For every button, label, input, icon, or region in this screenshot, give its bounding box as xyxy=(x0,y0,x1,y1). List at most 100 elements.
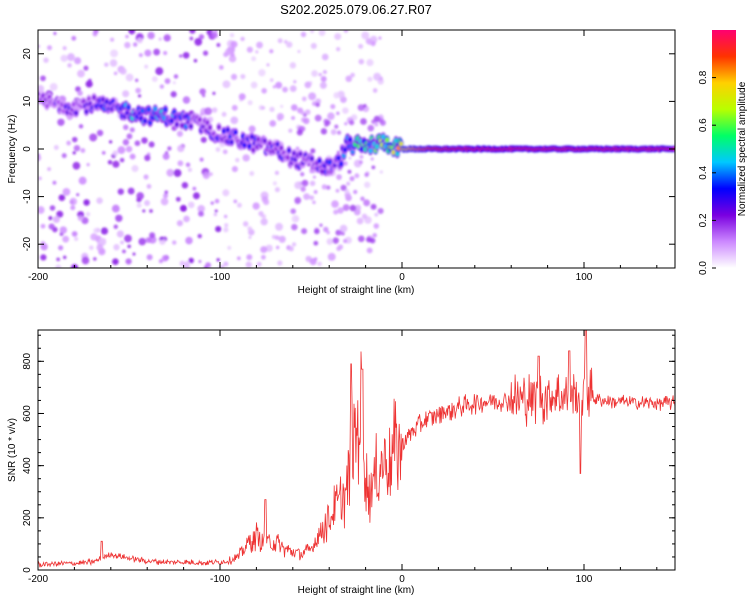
heatmap-speckle xyxy=(123,124,129,130)
heatmap-speckle xyxy=(176,220,183,227)
heatmap-speckle xyxy=(211,32,218,39)
heatmap-speckle xyxy=(231,104,238,111)
heatmap-ridge-core xyxy=(343,147,348,153)
heatmap-speckle xyxy=(141,137,148,144)
heatmap-ridge-core xyxy=(197,117,202,123)
colorbar: 0.0 0.2 0.4 0.6 0.8 Normalized spectral ampl… xyxy=(698,30,748,275)
heatmap-speckle xyxy=(135,78,139,83)
heatmap-speckle xyxy=(188,257,194,264)
heatmap-speckle xyxy=(247,100,253,106)
heatmap-speckle xyxy=(182,96,191,104)
snr-series-line xyxy=(38,330,675,568)
heatmap-speckle xyxy=(336,174,342,180)
heatmap-speckle xyxy=(143,174,149,180)
heatmap-marks xyxy=(38,30,675,268)
heatmap-speckle xyxy=(192,192,200,200)
heatmap-speckle xyxy=(319,81,327,89)
heatmap-speckle xyxy=(260,246,268,254)
heatmap-speckle xyxy=(272,85,276,89)
heatmap-speckle xyxy=(274,187,280,193)
heatmap-speckle xyxy=(359,154,364,159)
heatmap-speckle xyxy=(333,92,340,99)
heatmap-speckle xyxy=(373,72,382,81)
heatmap-speckle xyxy=(275,222,283,231)
heatmap-speckle xyxy=(230,73,238,80)
heatmap-speckle xyxy=(312,175,316,179)
heatmap-speckle xyxy=(313,228,320,235)
heatmap-ridge-core xyxy=(188,123,193,129)
heatmap-ridge-core xyxy=(391,149,396,155)
heatmap-speckle xyxy=(193,59,198,63)
heatmap-speckle xyxy=(269,120,277,127)
heatmap-speckle xyxy=(155,67,164,76)
heatmap-speckle xyxy=(61,153,67,159)
heatmap-speckle xyxy=(335,188,340,193)
heatmap-speckle xyxy=(38,85,45,93)
heatmap-speckle xyxy=(117,188,124,195)
heatmap-speckle xyxy=(89,133,98,142)
heatmap-speckle xyxy=(313,257,318,261)
heatmap-speckle xyxy=(112,258,119,266)
heatmap-speckle xyxy=(314,114,322,122)
heatmap-speckle xyxy=(326,185,331,190)
heatmap-ridge-core xyxy=(399,141,404,147)
heatmap-speckle xyxy=(336,111,340,116)
heatmap-speckle xyxy=(144,154,151,161)
heatmap-speckle xyxy=(318,72,323,77)
heatmap-speckle xyxy=(77,90,83,96)
heatmap-speckle xyxy=(333,209,339,215)
heatmap-speckle xyxy=(53,145,59,150)
heatmap-speckle xyxy=(194,38,203,46)
heatmap-speckle xyxy=(327,112,335,120)
heatmap-speckle xyxy=(336,150,340,154)
heatmap-speckle xyxy=(230,116,239,125)
heatmap-speckle xyxy=(126,133,133,140)
heatmap-speckle xyxy=(88,78,92,83)
heatmap-speckle xyxy=(223,52,229,58)
heatmap-speckle xyxy=(337,244,344,250)
heatmap-speckle xyxy=(124,41,131,49)
heatmap-speckle xyxy=(170,91,177,98)
heatmap-speckle xyxy=(302,180,307,184)
heatmap-speckle xyxy=(248,125,256,133)
heatmap-speckle xyxy=(256,261,262,267)
heatmap-speckle xyxy=(212,91,216,96)
heatmap-speckle xyxy=(365,37,372,45)
heatmap-speckle xyxy=(161,254,169,262)
heatmap-ridge-core xyxy=(285,154,290,161)
heatmap-speckle xyxy=(303,117,310,125)
heatmap-ridge-core xyxy=(92,94,97,100)
heatmap-speckle xyxy=(366,59,374,67)
heatmap-ridge-core xyxy=(298,151,303,157)
heatmap-speckle xyxy=(136,192,144,200)
spectrogram-x-tick-label: -200 xyxy=(28,272,48,283)
heatmap-speckle xyxy=(77,69,85,78)
heatmap-ridge-core xyxy=(222,128,227,134)
heatmap-speckle xyxy=(235,157,240,163)
heatmap-ridge-core xyxy=(174,121,179,128)
heatmap-speckle xyxy=(90,233,98,241)
heatmap-ridge-core xyxy=(393,138,398,144)
heatmap-speckle xyxy=(131,165,139,173)
heatmap-speckle xyxy=(55,264,62,268)
heatmap-speckle xyxy=(92,31,98,37)
heatmap-speckle xyxy=(323,226,329,233)
heatmap-speckle xyxy=(189,36,194,41)
heatmap-speckle xyxy=(119,67,127,75)
heatmap-speckle xyxy=(303,193,310,200)
heatmap-speckle xyxy=(192,186,197,191)
heatmap-speckle xyxy=(245,261,252,268)
heatmap-ridge-core xyxy=(153,106,158,112)
heatmap-speckle xyxy=(236,256,241,261)
snr-y-tick-label: 400 xyxy=(22,457,33,474)
heatmap-speckle xyxy=(122,90,130,98)
heatmap-speckle xyxy=(275,245,280,250)
heatmap-speckle xyxy=(361,213,368,220)
heatmap-speckle xyxy=(288,246,294,252)
heatmap-speckle xyxy=(57,118,65,126)
heatmap-speckle xyxy=(275,81,283,89)
heatmap-speckle xyxy=(372,233,377,238)
heatmap-speckle xyxy=(310,148,316,154)
heatmap-speckle xyxy=(38,154,42,162)
heatmap-speckle xyxy=(344,122,348,126)
